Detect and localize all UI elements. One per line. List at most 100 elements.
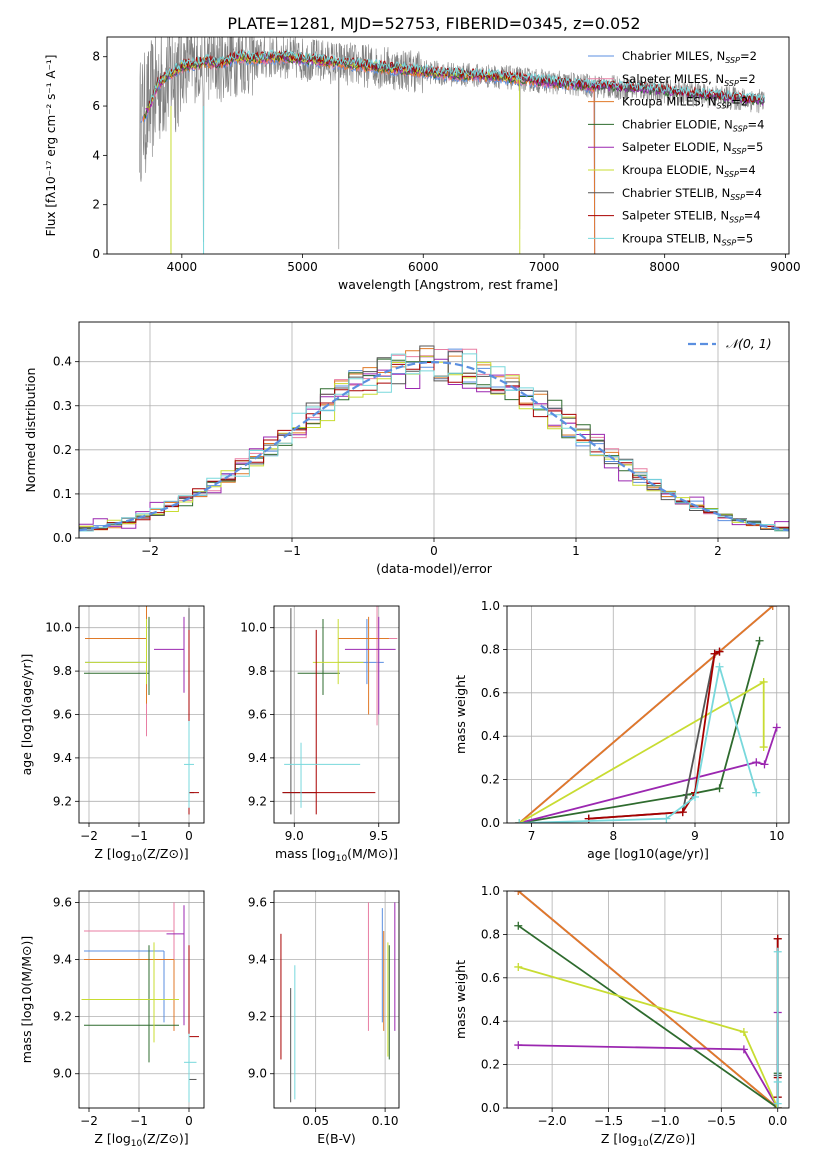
y-tick-label: 0.1 <box>53 487 72 501</box>
y-axis-label: Flux [fλ10⁻¹⁷ erg cm⁻² s⁻¹ A⁻¹] <box>44 55 58 237</box>
y-tick-label: 9.6 <box>248 708 267 722</box>
age_vs_mass-plot-area <box>282 606 398 815</box>
figure-title: PLATE=1281, MJD=52753, FIBERID=0345, z=0… <box>227 14 640 33</box>
y-tick-label: 9.4 <box>53 751 72 765</box>
legend-label-chabrier_elodie: Chabrier ELODIE, NSSP=4 <box>622 117 764 133</box>
legend-label-salpeter_miles: Salpeter MILES, NSSP=2 <box>622 72 756 88</box>
weight_vs_Z-plot-area <box>514 891 782 1108</box>
legend-label-salpeter_elodie: Salpeter ELODIE, NSSP=5 <box>622 140 763 156</box>
marker-kroupa_elodie <box>514 962 523 971</box>
x-axis-label: mass [log10(M/M⊙)] <box>275 846 398 864</box>
x-tick-label: 9.5 <box>369 829 388 843</box>
y-tick-label: 0.6 <box>481 971 500 985</box>
x-axis-label: Z [log10(Z/Z⊙)] <box>94 1131 188 1149</box>
x-axis-label: E(B-V) <box>317 1131 356 1146</box>
marker-salpeter_elodie <box>739 1045 748 1054</box>
marker-kroupa_stelib <box>773 1077 782 1086</box>
marker-salpeter_elodie <box>760 760 769 769</box>
x-tick-label: 0.0 <box>768 1114 787 1128</box>
age_vs_Z-panel: −2 −1 0 9.2 9.4 9.6 9.8 10.0 Z [log10(Z/Z⊙)] age … <box>19 605 205 864</box>
y-tick-label: 0.2 <box>481 1058 500 1072</box>
x-tick-label: −1.0 <box>650 1114 679 1128</box>
y-tick-label: 0.2 <box>481 773 500 787</box>
legend-label-kroupa_stelib: Kroupa STELIB, NSSP=5 <box>622 231 753 247</box>
y-tick-label: 6 <box>92 99 100 113</box>
x-tick-label: −2.0 <box>538 1114 567 1128</box>
marker-chabrier_elodie <box>514 921 523 930</box>
x-tick-label: −2 <box>80 829 98 843</box>
series-kroupa_miles <box>517 891 779 1108</box>
y-axis-label: age [log10(age/yr)] <box>19 654 34 776</box>
x-tick-label: 9.0 <box>285 829 304 843</box>
marker-kroupa_elodie <box>739 1028 748 1037</box>
x-tick-label: 0.10 <box>372 1114 399 1128</box>
age_vs_mass-panel: 9.0 9.5 9.2 9.4 9.6 9.8 10.0 mass [log10(M/M⊙)] <box>240 605 400 864</box>
marker-salpeter_stelib <box>678 808 687 817</box>
marker-kroupa_elodie <box>759 743 768 752</box>
y-tick-label: 0.4 <box>481 729 500 743</box>
series-kroupa_stelib <box>519 666 758 823</box>
series-salpeter_stelib <box>588 650 720 820</box>
x-tick-label: 8 <box>609 829 617 843</box>
x-tick-label: 5000 <box>287 260 318 274</box>
marker-kroupa_stelib <box>662 814 671 823</box>
age_vs_Z-plot-area <box>84 606 199 815</box>
series-kroupa_elodie <box>518 966 779 1108</box>
y-tick-label: 0.3 <box>53 399 72 413</box>
x-tick-label: −1 <box>283 544 301 558</box>
x-tick-label: 9000 <box>770 260 801 274</box>
axes-frame <box>78 890 205 1109</box>
marker-chabrier_elodie <box>755 636 764 645</box>
marker-kroupa_miles <box>514 891 523 895</box>
marker-kroupa_stelib <box>715 662 724 671</box>
axes-frame <box>506 890 790 1109</box>
y-tick-label: 9.0 <box>53 1067 72 1081</box>
marker-chabrier_elodie <box>715 784 724 793</box>
x-tick-label: 4000 <box>167 260 198 274</box>
marker-kroupa_miles <box>768 606 777 610</box>
y-tick-label: 9.2 <box>248 1010 267 1024</box>
mass_vs_EBV-panel: 0.05 0.10 9.0 9.2 9.4 9.6 E(B-V) <box>248 890 400 1146</box>
mass_vs_Z-plot-area <box>81 902 199 1103</box>
x-tick-label: −2 <box>141 544 159 558</box>
y-tick-label: 9.4 <box>248 751 267 765</box>
x-tick-label: 10 <box>769 829 784 843</box>
y-tick-label: 0.8 <box>481 927 500 941</box>
model-fit-kroupa_stelib <box>150 48 766 104</box>
marker-kroupa_elodie <box>759 677 768 686</box>
legend-label-chabrier_stelib: Chabrier STELIB, NSSP=4 <box>622 186 762 202</box>
y-tick-label: 0.6 <box>481 686 500 700</box>
x-axis-label: wavelength [Angstrom, rest frame] <box>338 277 558 292</box>
x-tick-label: −1 <box>130 1114 148 1128</box>
y-tick-label: 0.4 <box>481 1014 500 1028</box>
series-salpeter_elodie <box>519 727 778 823</box>
y-tick-label: 9.8 <box>248 664 267 678</box>
marker-salpeter_stelib <box>710 649 719 658</box>
series-chabrier_stelib <box>588 650 720 820</box>
y-tick-label: 9.2 <box>248 794 267 808</box>
y-tick-label: 0.0 <box>481 816 500 830</box>
y-axis-label: mass weight <box>453 675 468 754</box>
x-tick-label: −1 <box>130 829 148 843</box>
series-chabrier_elodie <box>519 640 761 823</box>
series-chabrier_elodie <box>517 924 779 1108</box>
y-tick-label: 9.2 <box>53 794 72 808</box>
y-tick-label: 0.0 <box>53 531 72 545</box>
series-salpeter_elodie <box>518 1012 779 1108</box>
marker-kroupa_stelib <box>752 788 761 797</box>
y-tick-label: 10.0 <box>45 621 72 635</box>
series-kroupa_miles <box>518 606 774 823</box>
y-tick-label: 9.6 <box>53 895 72 909</box>
x-axis-label: Z [log10(Z/Z⊙)] <box>94 846 188 864</box>
legend-label-salpeter_stelib: Salpeter STELIB, NSSP=4 <box>622 209 761 225</box>
y-tick-label: 9.8 <box>53 664 72 678</box>
residuals-plot-area <box>79 345 789 538</box>
axes-frame <box>273 890 400 1109</box>
x-tick-label: 9 <box>691 829 699 843</box>
marker-salpeter_elodie <box>514 1041 523 1050</box>
marker-salpeter_elodie <box>772 723 781 732</box>
weight_vs_age-panel: 7 8 9 10 0.0 0.2 0.4 0.6 0.8 1.0 age [log10(age/yr… <box>453 599 790 861</box>
weight_vs_Z-panel: −2.0 −1.5 −1.0 −0.5 0.0 0.0 0.2 0.4 0.6 0.8 1.0 Z [… <box>453 884 790 1149</box>
x-tick-label: 2 <box>714 544 722 558</box>
